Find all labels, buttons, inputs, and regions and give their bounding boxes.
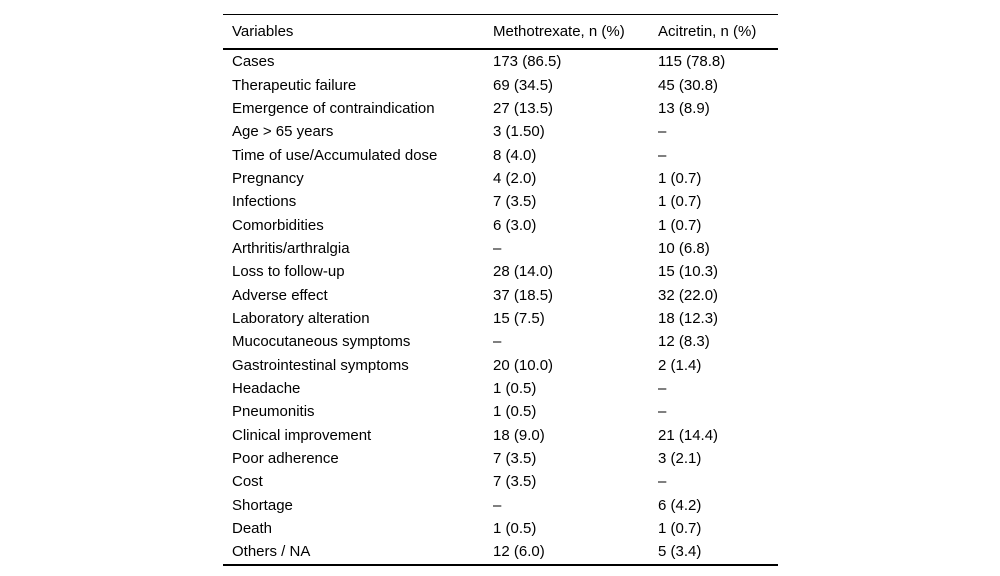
table-row: Pneumonitis 1 (0.5) – bbox=[223, 400, 778, 423]
table-row: Arthritis/arthralgia – 10 (6.8) bbox=[223, 237, 778, 260]
row-variable-label: Emergence of contraindication bbox=[232, 99, 435, 117]
acitretin-value: 1 (0.7) bbox=[658, 520, 702, 538]
table-row: Comorbidities 6 (3.0) 1 (0.7) bbox=[223, 213, 778, 236]
methotrexate-value: 69 (34.5) bbox=[493, 76, 554, 94]
methotrexate-value: 28 (14.0) bbox=[493, 263, 554, 281]
row-variable-label: Infections bbox=[232, 193, 297, 211]
acitretin-value: 21 (14.4) bbox=[658, 426, 719, 444]
table-container: Variables Methotrexate, n (%) Acitretin,… bbox=[223, 14, 778, 566]
acitretin-value: – bbox=[658, 379, 667, 397]
acitretin-value: – bbox=[658, 146, 667, 164]
acitretin-value: 13 (8.9) bbox=[658, 99, 710, 117]
methotrexate-value: 7 (3.5) bbox=[493, 473, 537, 491]
acitretin-value: 1 (0.7) bbox=[658, 169, 702, 187]
acitretin-value: 10 (6.8) bbox=[658, 239, 710, 257]
methotrexate-value: – bbox=[493, 496, 502, 514]
row-variable-label: Pneumonitis bbox=[232, 403, 315, 421]
acitretin-value: 18 (12.3) bbox=[658, 309, 719, 327]
table-row: Loss to follow-up 28 (14.0) 15 (10.3) bbox=[223, 260, 778, 283]
acitretin-value: – bbox=[658, 403, 667, 421]
acitretin-value: – bbox=[658, 123, 667, 141]
methotrexate-value: 15 (7.5) bbox=[493, 309, 545, 327]
acitretin-value: 1 (0.7) bbox=[658, 193, 702, 211]
methotrexate-value: 8 (4.0) bbox=[493, 146, 537, 164]
acitretin-value: 32 (22.0) bbox=[658, 286, 719, 304]
data-table: Variables Methotrexate, n (%) Acitretin,… bbox=[223, 14, 778, 566]
row-variable-label: Cost bbox=[232, 473, 263, 491]
column-header-variables: Variables bbox=[223, 14, 493, 50]
acitretin-value: 6 (4.2) bbox=[658, 496, 702, 514]
table-row: Infections 7 (3.5) 1 (0.7) bbox=[223, 190, 778, 213]
table-row: Gastrointestinal symptoms 20 (10.0) 2 (1.4… bbox=[223, 353, 778, 376]
methotrexate-value: 37 (18.5) bbox=[493, 286, 554, 304]
table-row: Cost 7 (3.5) – bbox=[223, 470, 778, 493]
table-row: Time of use/Accumulated dose 8 (4.0) – bbox=[223, 143, 778, 166]
table-row: Others / NA 12 (6.0) 5 (3.4) bbox=[223, 540, 778, 564]
table-row: Adverse effect 37 (18.5) 32 (22.0) bbox=[223, 283, 778, 306]
table-body: Cases 173 (86.5) 115 (78.8) Therapeutic fai… bbox=[223, 49, 778, 565]
row-variable-label: Poor adherence bbox=[232, 450, 339, 468]
acitretin-value: 12 (8.3) bbox=[658, 333, 710, 351]
methotrexate-value: 173 (86.5) bbox=[493, 53, 562, 71]
table-header: Variables Methotrexate, n (%) Acitretin,… bbox=[223, 14, 778, 50]
methotrexate-value: 7 (3.5) bbox=[493, 450, 537, 468]
methotrexate-value: 4 (2.0) bbox=[493, 169, 537, 187]
row-variable-label: Death bbox=[232, 520, 273, 538]
row-variable-label: Headache bbox=[232, 379, 301, 397]
row-variable-label: Clinical improvement bbox=[232, 426, 372, 444]
methotrexate-value: 27 (13.5) bbox=[493, 99, 554, 117]
methotrexate-value: 18 (9.0) bbox=[493, 426, 545, 444]
methotrexate-value: – bbox=[493, 333, 502, 351]
row-variable-label: Comorbidities bbox=[232, 216, 324, 234]
row-variable-label: Adverse effect bbox=[232, 286, 328, 304]
acitretin-value: 15 (10.3) bbox=[658, 263, 719, 281]
acitretin-value: 5 (3.4) bbox=[658, 543, 702, 561]
methotrexate-value: 1 (0.5) bbox=[493, 379, 537, 397]
row-variable-label: Laboratory alteration bbox=[232, 309, 370, 327]
acitretin-value: – bbox=[658, 473, 667, 491]
row-variable-label: Mucocutaneous symptoms bbox=[232, 333, 411, 351]
methotrexate-value: 6 (3.0) bbox=[493, 216, 537, 234]
table-row: Laboratory alteration 15 (7.5) 18 (12.3) bbox=[223, 307, 778, 330]
row-variable-label: Shortage bbox=[232, 496, 293, 514]
acitretin-value: 115 (78.8) bbox=[658, 53, 726, 71]
methotrexate-value: 3 (1.50) bbox=[493, 123, 545, 141]
acitretin-value: 1 (0.7) bbox=[658, 216, 702, 234]
acitretin-value: 3 (2.1) bbox=[658, 450, 702, 468]
row-variable-label: Therapeutic failure bbox=[232, 76, 357, 94]
table-row: Headache 1 (0.5) – bbox=[223, 377, 778, 400]
table-row: Pregnancy 4 (2.0) 1 (0.7) bbox=[223, 167, 778, 190]
methotrexate-value: 7 (3.5) bbox=[493, 193, 537, 211]
table-row: Mucocutaneous symptoms – 12 (8.3) bbox=[223, 330, 778, 353]
table-row: Death 1 (0.5) 1 (0.7) bbox=[223, 517, 778, 540]
column-header-acitretin: Acitretin, n (%) bbox=[658, 14, 778, 50]
row-variable-label: Cases bbox=[232, 53, 275, 71]
column-header-methotrexate: Methotrexate, n (%) bbox=[493, 14, 658, 50]
acitretin-value: 45 (30.8) bbox=[658, 76, 719, 94]
row-variable-label: Others / NA bbox=[232, 543, 311, 561]
table-row: Cases 173 (86.5) 115 (78.8) bbox=[223, 49, 778, 73]
table-row: Poor adherence 7 (3.5) 3 (2.1) bbox=[223, 447, 778, 470]
table-row: Therapeutic failure 69 (34.5) 45 (30.8) bbox=[223, 73, 778, 96]
header-row: Variables Methotrexate, n (%) Acitretin,… bbox=[223, 14, 778, 50]
row-variable-label: Arthritis/arthralgia bbox=[232, 239, 350, 257]
row-variable-label: Gastrointestinal symptoms bbox=[232, 356, 409, 374]
table-row: Age > 65 years 3 (1.50) – bbox=[223, 120, 778, 143]
row-variable-label: Loss to follow-up bbox=[232, 263, 345, 281]
row-variable-label: Age > 65 years bbox=[232, 123, 334, 141]
methotrexate-value: 12 (6.0) bbox=[493, 543, 545, 561]
row-variable-label: Pregnancy bbox=[232, 169, 304, 187]
methotrexate-value: 1 (0.5) bbox=[493, 403, 537, 421]
row-variable-label: Time of use/Accumulated dose bbox=[232, 146, 438, 164]
table-row: Emergence of contraindication 27 (13.5) 13… bbox=[223, 97, 778, 120]
acitretin-value: 2 (1.4) bbox=[658, 356, 702, 374]
methotrexate-value: 1 (0.5) bbox=[493, 520, 537, 538]
methotrexate-value: – bbox=[493, 239, 502, 257]
methotrexate-value: 20 (10.0) bbox=[493, 356, 554, 374]
table-row: Clinical improvement 18 (9.0) 21 (14.4) bbox=[223, 424, 778, 447]
table-row: Shortage – 6 (4.2) bbox=[223, 494, 778, 517]
